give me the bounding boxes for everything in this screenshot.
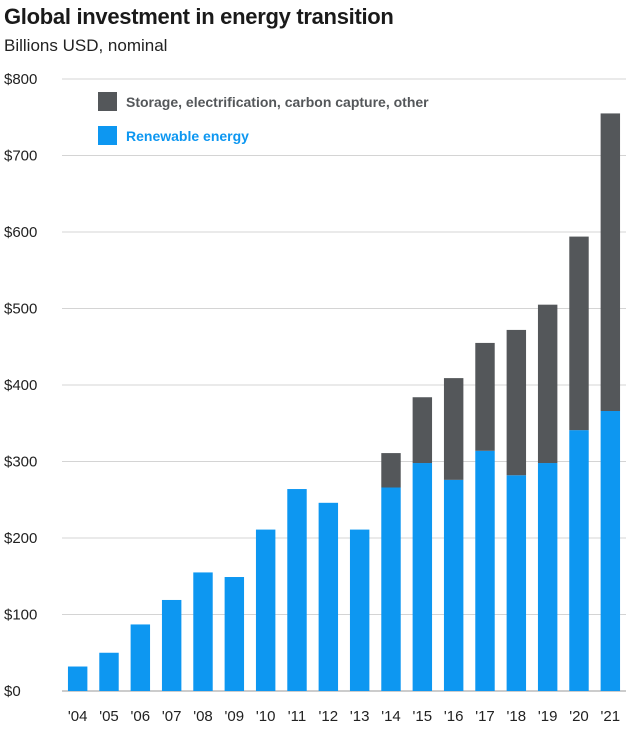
bar-storage-other xyxy=(600,113,621,412)
bar-renewable xyxy=(443,479,464,691)
bar-renewable xyxy=(381,487,401,691)
bar-renewable xyxy=(255,529,276,691)
x-tick-label: '06 xyxy=(131,708,151,725)
bar-renewable xyxy=(161,599,182,691)
y-tick-label: $400 xyxy=(4,377,37,394)
y-tick-label: $700 xyxy=(4,148,37,165)
x-axis: '04 '05 '06 '07 '08 '09 '10 '11 '12 '13 '14 '15 '16 '… xyxy=(68,708,620,725)
x-tick-label: '11 xyxy=(288,708,306,725)
legend-swatch xyxy=(98,92,117,111)
y-axis: $0 $100 $200 $300 $400 $500 $600 $700 $800 xyxy=(4,71,37,700)
bar-storage-other xyxy=(569,236,589,431)
bar-renewable xyxy=(569,430,589,691)
bar-renewable xyxy=(193,572,213,691)
x-tick-label: '18 xyxy=(507,708,527,725)
bar-renewable xyxy=(506,475,527,691)
x-tick-label: '07 xyxy=(162,708,182,725)
y-tick-label: $500 xyxy=(4,301,37,318)
bar-storage-other xyxy=(475,342,495,451)
x-tick-label: '20 xyxy=(569,708,589,725)
legend-swatch xyxy=(98,126,117,145)
bar-renewable xyxy=(130,624,151,691)
bar-renewable xyxy=(600,411,621,691)
grid-lines xyxy=(62,78,626,692)
chart-subtitle: Billions USD, nominal xyxy=(4,36,168,55)
y-tick-label: $100 xyxy=(4,607,37,624)
x-tick-label: '16 xyxy=(444,708,464,725)
legend-label: Renewable energy xyxy=(126,128,249,144)
bar-renewable xyxy=(224,577,245,691)
y-tick-label: $300 xyxy=(4,454,37,471)
bar-storage-other xyxy=(381,453,401,488)
bar-renewable xyxy=(67,666,88,691)
y-tick-label: $200 xyxy=(4,530,37,547)
x-tick-label: '17 xyxy=(475,708,495,725)
bar-renewable xyxy=(537,463,558,691)
x-tick-label: '19 xyxy=(538,708,558,725)
bar-renewable xyxy=(99,652,119,691)
x-tick-label: '14 xyxy=(381,708,401,725)
bar-renewable xyxy=(318,502,339,691)
x-tick-label: '08 xyxy=(193,708,213,725)
y-tick-label: $0 xyxy=(4,683,21,700)
bar-storage-other xyxy=(443,378,464,480)
x-tick-label: '09 xyxy=(225,708,245,725)
x-tick-label: '13 xyxy=(350,708,370,725)
x-tick-label: '12 xyxy=(319,708,339,725)
bar-renewable xyxy=(475,450,495,691)
x-tick-label: '15 xyxy=(413,708,433,725)
x-tick-label: '04 xyxy=(68,708,88,725)
y-tick-label: $800 xyxy=(4,71,37,88)
bar-storage-other xyxy=(412,397,433,464)
y-tick-label: $600 xyxy=(4,224,37,241)
x-tick-label: '10 xyxy=(256,708,276,725)
bars xyxy=(67,113,621,691)
bar-renewable xyxy=(412,463,433,691)
x-tick-label: '05 xyxy=(99,708,119,725)
bar-storage-other xyxy=(506,329,527,476)
bar-storage-other xyxy=(537,304,558,464)
x-tick-label: '21 xyxy=(601,708,621,725)
bar-renewable xyxy=(287,489,307,691)
chart-title: Global investment in energy transition xyxy=(4,4,394,29)
bar-renewable xyxy=(349,529,370,691)
legend: Storage, electrification, carbon capture… xyxy=(98,92,429,145)
legend-label: Storage, electrification, carbon capture… xyxy=(126,94,429,110)
